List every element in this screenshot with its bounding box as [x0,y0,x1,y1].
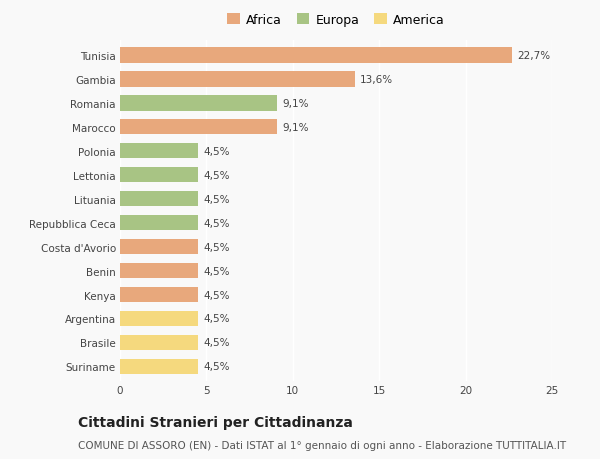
Text: 4,5%: 4,5% [203,290,229,300]
Bar [120,168,198,183]
Text: 22,7%: 22,7% [517,50,551,61]
Bar [120,311,198,326]
Text: 4,5%: 4,5% [203,170,229,180]
Text: Cittadini Stranieri per Cittadinanza: Cittadini Stranieri per Cittadinanza [78,415,353,429]
Text: 13,6%: 13,6% [360,75,394,84]
Bar [120,96,277,111]
Text: 4,5%: 4,5% [203,146,229,157]
Text: 4,5%: 4,5% [203,338,229,347]
Bar [120,191,198,207]
Text: 4,5%: 4,5% [203,194,229,204]
Bar [120,239,198,255]
Legend: Africa, Europa, America: Africa, Europa, America [227,14,445,27]
Bar [120,120,277,135]
Text: 4,5%: 4,5% [203,218,229,228]
Bar [120,215,198,231]
Bar [120,144,198,159]
Bar [120,335,198,351]
Text: 4,5%: 4,5% [203,362,229,372]
Text: 9,1%: 9,1% [283,99,309,108]
Text: COMUNE DI ASSORO (EN) - Dati ISTAT al 1° gennaio di ogni anno - Elaborazione TUT: COMUNE DI ASSORO (EN) - Dati ISTAT al 1°… [78,440,566,450]
Text: 4,5%: 4,5% [203,266,229,276]
Bar [120,287,198,302]
Bar [120,359,198,375]
Bar [120,72,355,87]
Bar [120,263,198,279]
Text: 9,1%: 9,1% [283,123,309,132]
Bar [120,48,512,63]
Text: 4,5%: 4,5% [203,314,229,324]
Text: 4,5%: 4,5% [203,242,229,252]
